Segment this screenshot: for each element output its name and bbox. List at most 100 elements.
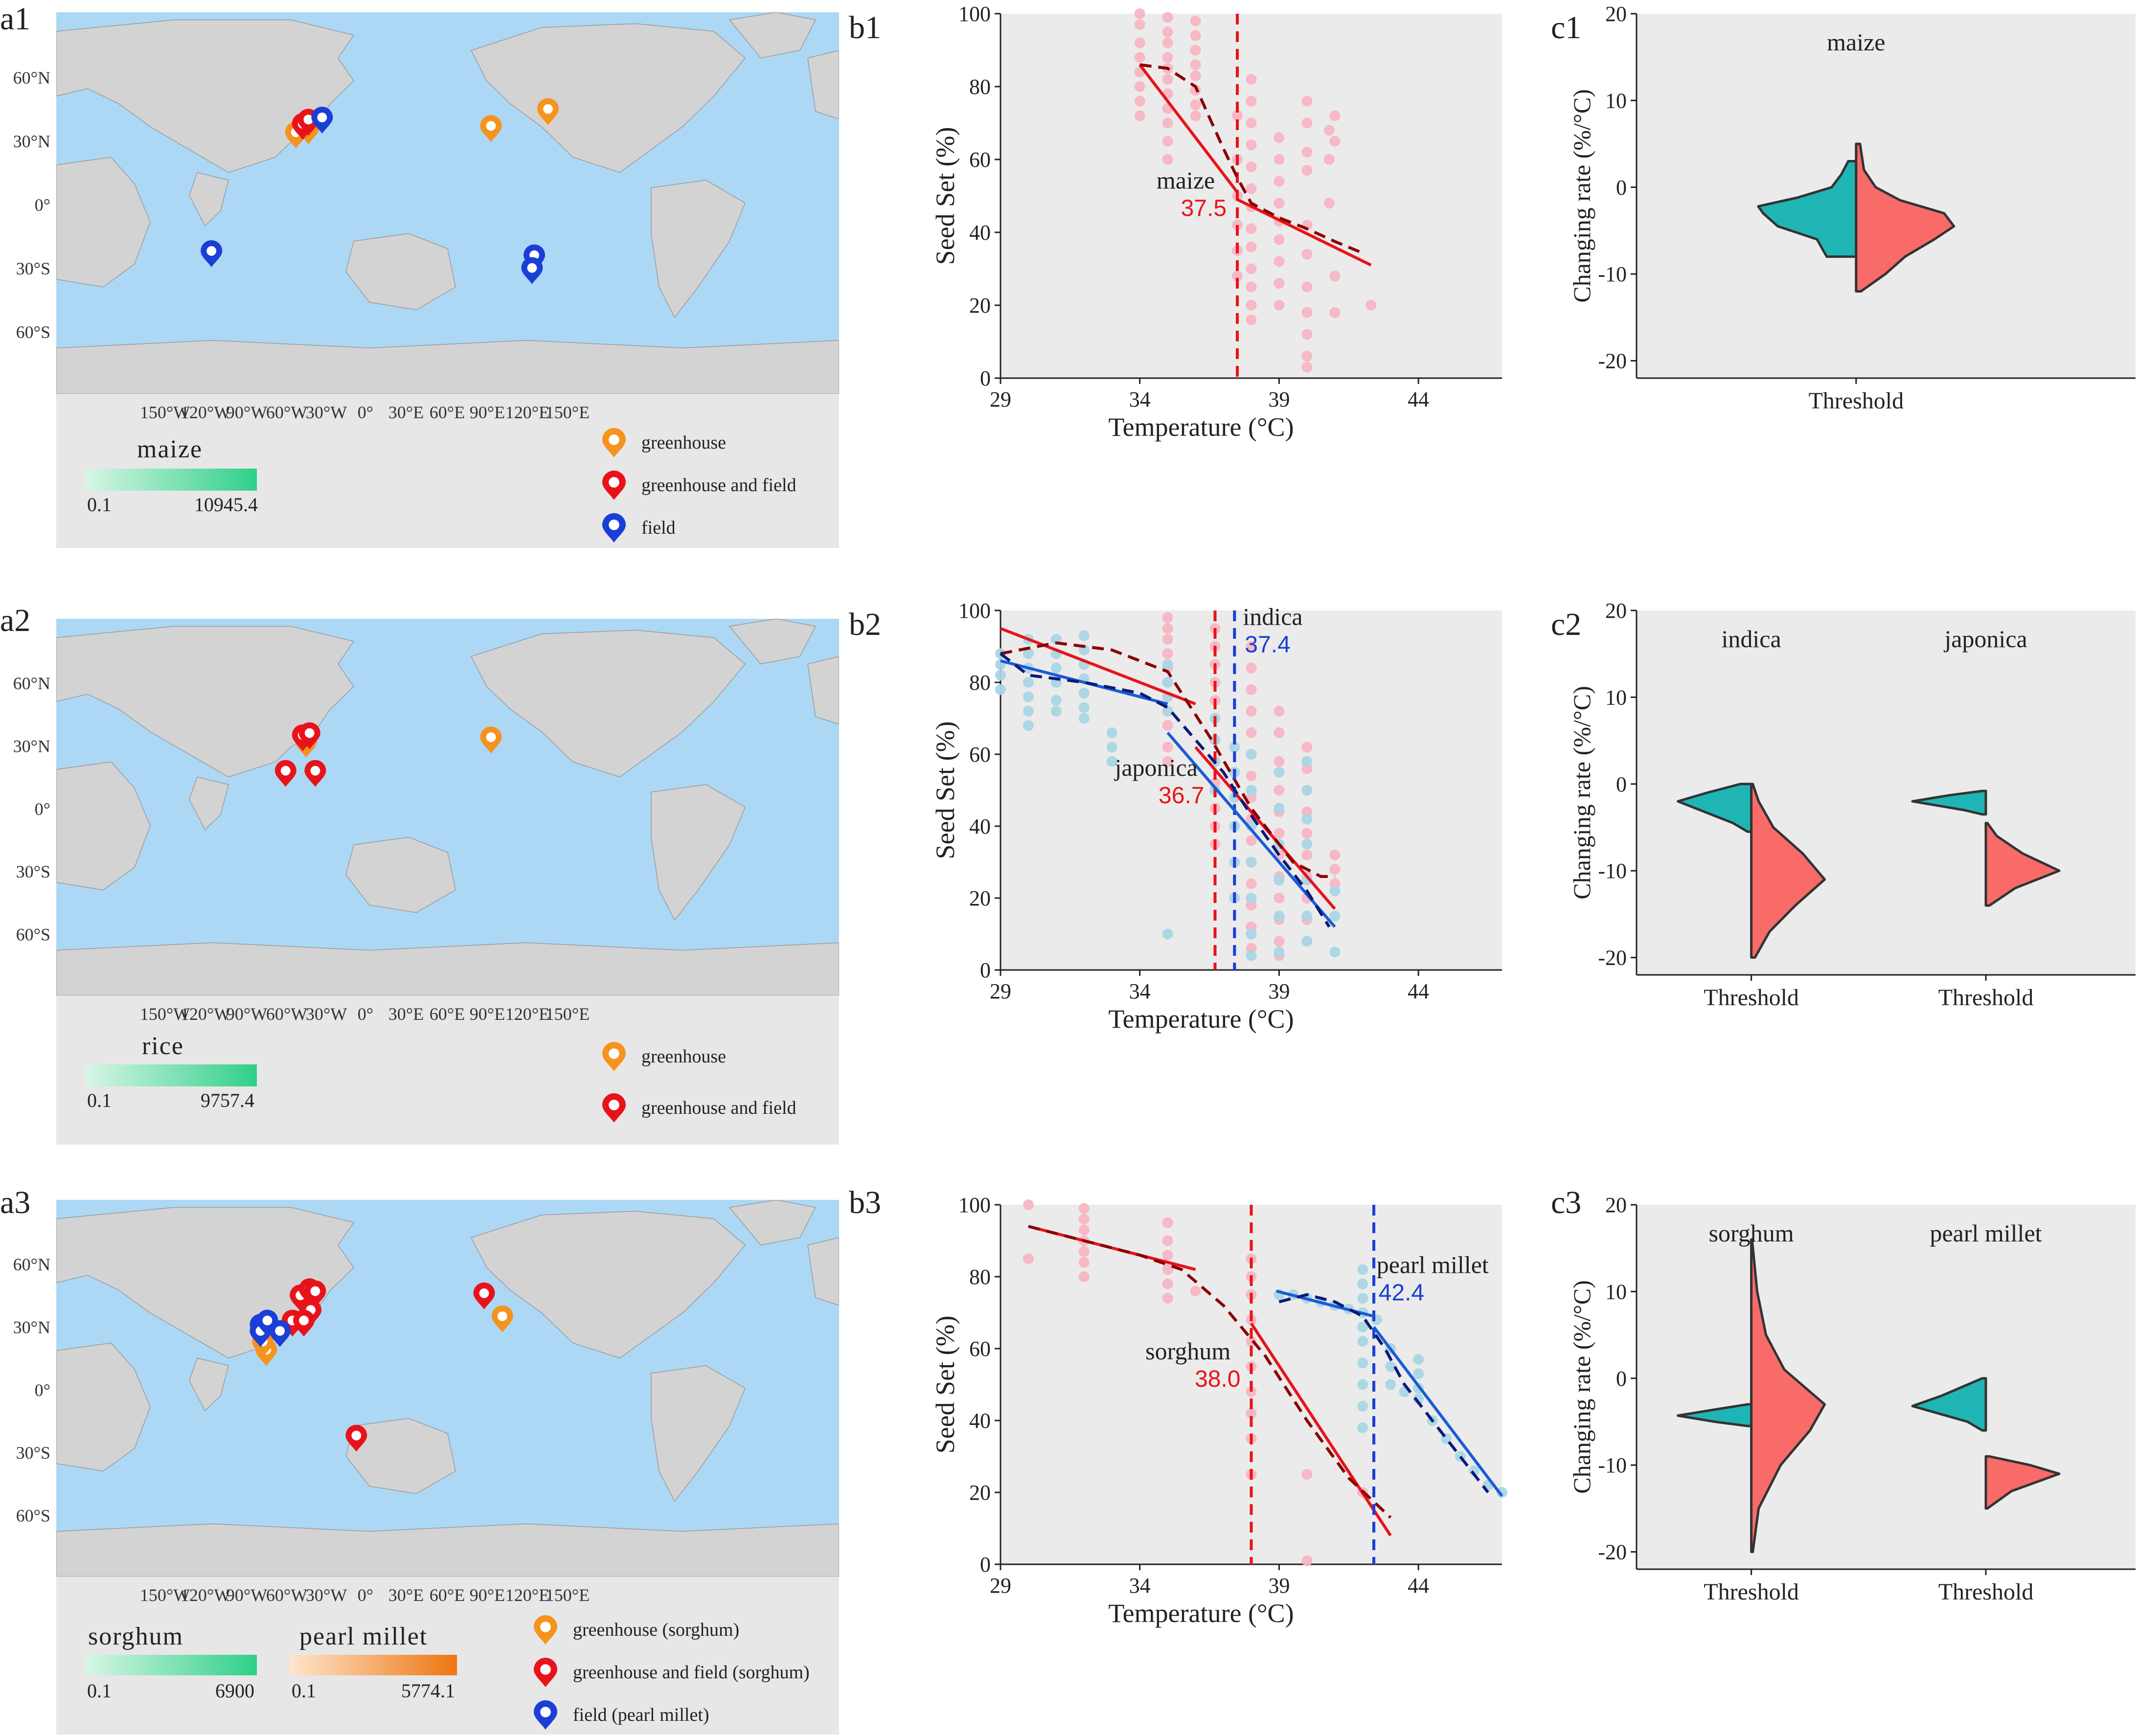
data-point bbox=[1078, 702, 1090, 713]
legend-label: greenhouse bbox=[641, 1046, 726, 1067]
data-point bbox=[1413, 1368, 1424, 1379]
data-point bbox=[1190, 70, 1201, 81]
data-point bbox=[1329, 110, 1341, 121]
data-point bbox=[1162, 1249, 1173, 1261]
x-tick-label: 39 bbox=[1268, 979, 1290, 1003]
y-tick-label: -10 bbox=[1598, 1453, 1627, 1477]
y-tick-label: 20 bbox=[1605, 599, 1627, 623]
piecewise-fit-line bbox=[1138, 64, 1239, 193]
data-point bbox=[1246, 928, 1257, 940]
x-tick-label: Threshold bbox=[1938, 985, 2034, 1011]
data-point bbox=[1301, 849, 1313, 860]
data-point bbox=[1274, 705, 1285, 717]
x-tick-label: 34 bbox=[1129, 1574, 1151, 1598]
y-tick-label: 100 bbox=[958, 1193, 991, 1217]
lon-label: 90°W bbox=[226, 403, 267, 422]
data-point bbox=[1274, 828, 1285, 839]
violin-group-title: japonica bbox=[1943, 625, 2027, 653]
data-point bbox=[1023, 1253, 1034, 1264]
data-point bbox=[1232, 110, 1243, 121]
marker-legend: greenhouse (sorghum) greenhouse and field… bbox=[534, 1615, 810, 1730]
lon-label: 60°E bbox=[430, 403, 465, 422]
data-point bbox=[1246, 785, 1257, 796]
data-point bbox=[1162, 12, 1173, 23]
x-tick-label: 34 bbox=[1129, 979, 1151, 1003]
y-tick-label: 60 bbox=[969, 148, 991, 172]
lon-label: 150°E bbox=[546, 403, 590, 422]
scale-min-pearl-millet: 0.1 bbox=[292, 1680, 316, 1702]
lat-label: 60°N bbox=[13, 1255, 50, 1274]
india-land bbox=[189, 776, 229, 831]
data-point bbox=[1162, 52, 1173, 63]
map-pin-icon bbox=[304, 760, 326, 787]
violin-group-title: maize bbox=[1827, 28, 1885, 56]
lon-label: 90°W bbox=[226, 1585, 267, 1605]
pin-hole bbox=[486, 121, 496, 131]
data-point bbox=[1274, 785, 1285, 796]
data-point bbox=[1162, 1217, 1173, 1228]
data-point bbox=[1329, 864, 1341, 875]
data-point bbox=[1301, 785, 1313, 796]
data-point bbox=[1274, 300, 1285, 311]
x-tick-label: 29 bbox=[990, 979, 1011, 1003]
scatter-chart-b3: 0 20 40 60 80 100 29 34 39 44 Temperature (°C) Seed… bbox=[931, 1193, 1507, 1628]
y-tick-label: 0 bbox=[1616, 176, 1627, 200]
x-tick-label: Threshold bbox=[1704, 1579, 1799, 1605]
lat-label: 60°N bbox=[13, 68, 50, 88]
map-pin-icon bbox=[491, 1305, 513, 1332]
y-axis-title: Changing rate (%/°C) bbox=[1568, 686, 1595, 900]
violin-chart-c2: -20 -10 0 10 20 Changing rate (%/°C) indica Thr… bbox=[1568, 599, 2136, 1011]
y-tick-label: 0 bbox=[1616, 1367, 1627, 1391]
violin-right-half bbox=[1855, 142, 1956, 293]
pin-hole bbox=[609, 519, 619, 530]
plot-area bbox=[1637, 1205, 2136, 1569]
y-tick-label: 10 bbox=[1605, 89, 1627, 113]
data-point bbox=[1162, 612, 1173, 623]
violin-right-half bbox=[1750, 1238, 1826, 1554]
australia-land bbox=[345, 233, 456, 311]
data-point bbox=[1162, 117, 1173, 129]
data-point bbox=[1357, 1357, 1368, 1369]
data-point bbox=[1385, 1379, 1396, 1390]
panel-label-b1: b1 bbox=[849, 10, 881, 45]
data-point bbox=[1301, 756, 1313, 767]
lat-label: 30°S bbox=[16, 1443, 50, 1463]
data-point bbox=[1323, 154, 1335, 165]
piecewise-fit-line bbox=[1166, 731, 1336, 928]
data-point bbox=[1050, 662, 1062, 674]
map-canvas bbox=[56, 619, 839, 995]
violin-left-half bbox=[1677, 783, 1753, 833]
y-tick-label: 0 bbox=[1616, 772, 1627, 796]
data-point bbox=[1023, 720, 1034, 731]
pin-hole bbox=[310, 766, 320, 776]
data-point bbox=[1190, 85, 1201, 96]
scatter-chart-b1: 0 20 40 60 80 100 29 34 39 44 Temperature (°C) Seed… bbox=[931, 2, 1502, 442]
map-pin-icon bbox=[537, 98, 559, 125]
data-point bbox=[1106, 756, 1117, 767]
data-point bbox=[1301, 936, 1313, 947]
data-point bbox=[1357, 1293, 1368, 1304]
lat-label: 60°N bbox=[13, 674, 50, 693]
panel-label-c3: c3 bbox=[1551, 1185, 1581, 1220]
greenland-land bbox=[728, 619, 817, 665]
data-point bbox=[1229, 742, 1240, 753]
lon-label: 120°E bbox=[505, 1585, 549, 1605]
data-point bbox=[1246, 705, 1257, 717]
y-tick-label: 20 bbox=[969, 886, 991, 910]
violin-group-title: sorghum bbox=[1709, 1219, 1794, 1247]
y-axis-title: Seed Set (%) bbox=[931, 1316, 960, 1454]
lon-label: 120°E bbox=[505, 1004, 549, 1024]
data-point bbox=[1246, 1408, 1257, 1419]
data-point bbox=[1078, 713, 1090, 724]
antarctica-land bbox=[56, 1523, 839, 1577]
data-point bbox=[1301, 742, 1313, 753]
data-point bbox=[1246, 641, 1257, 652]
europe-edge-land bbox=[807, 1237, 839, 1306]
data-point bbox=[1246, 74, 1257, 85]
panel-label-a1: a1 bbox=[0, 1, 30, 37]
smooth-trend-line bbox=[1000, 641, 1335, 878]
map-a3: 60°N 30°N 0° 30°S 60°S 150°W120°W90°W60°W30°W… bbox=[13, 1200, 839, 1605]
data-point bbox=[1274, 278, 1285, 289]
x-tick-label: 34 bbox=[1129, 387, 1151, 411]
